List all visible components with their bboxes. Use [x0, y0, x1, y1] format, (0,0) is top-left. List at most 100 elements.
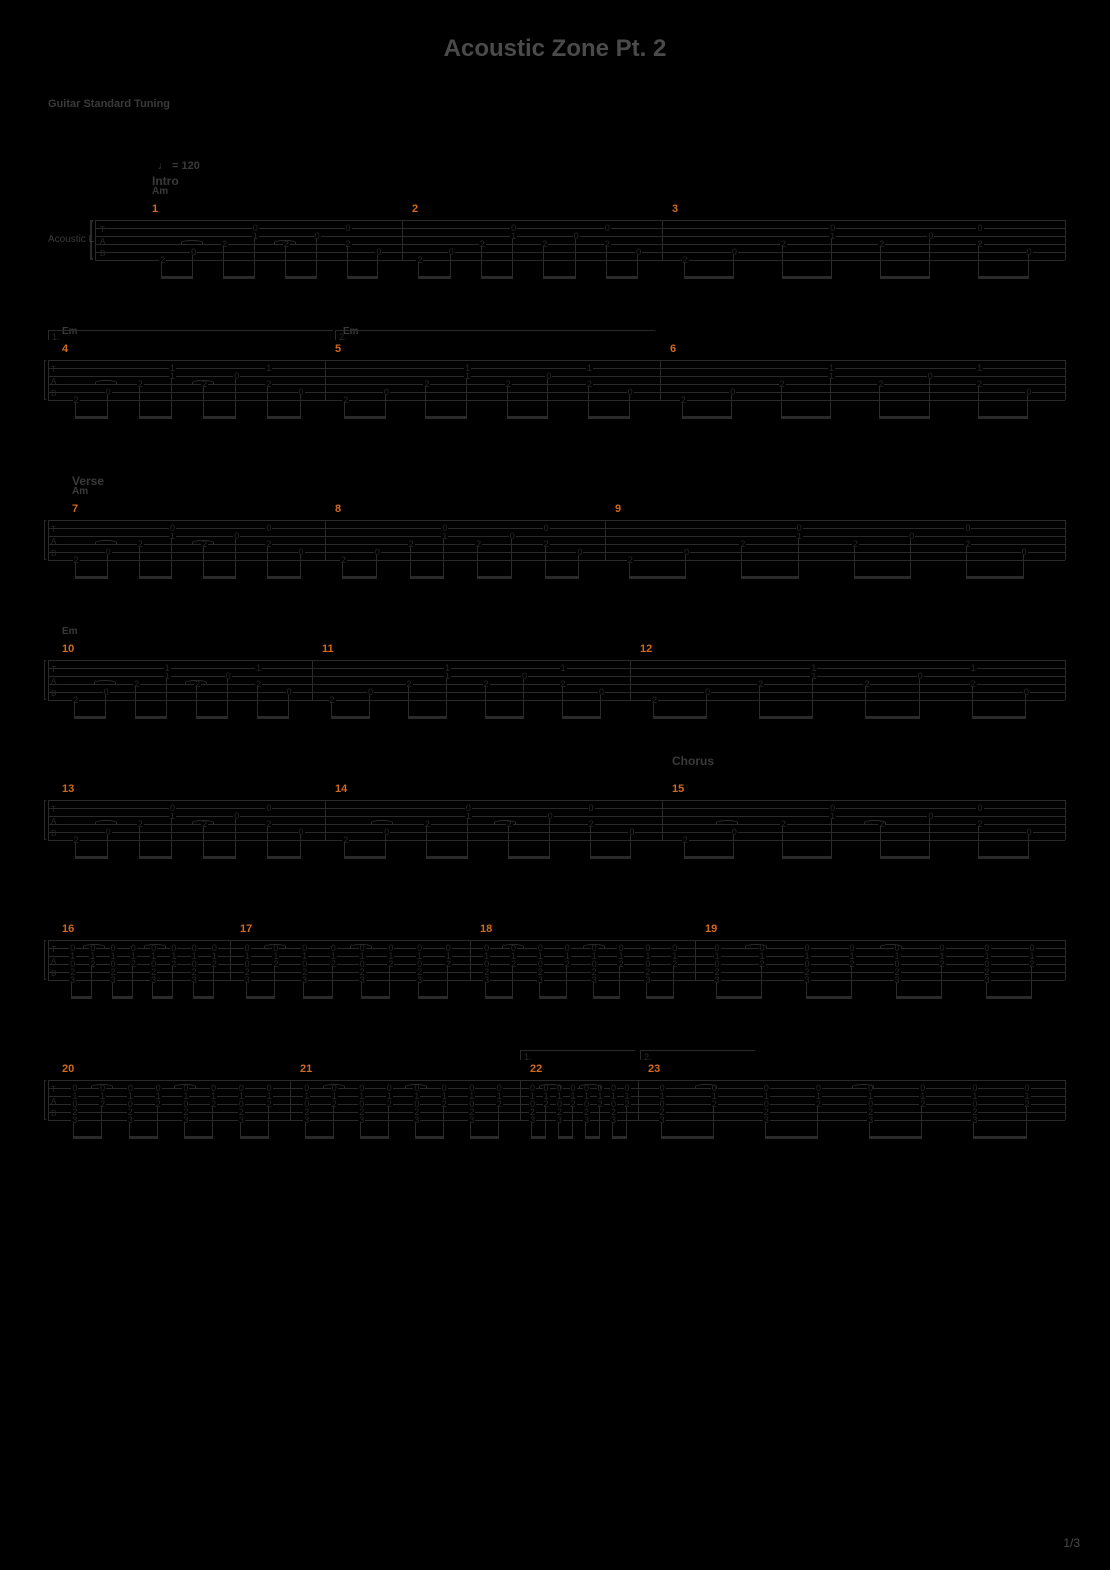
measure-number: 6 [670, 343, 676, 355]
barline [662, 800, 663, 840]
beam [869, 1136, 921, 1139]
beam [978, 276, 1027, 279]
page-number: 1/3 [1063, 1536, 1080, 1550]
fret-number: 0 [441, 523, 448, 533]
staff-line [48, 400, 1065, 401]
note-stem [132, 967, 133, 999]
barline [630, 660, 631, 700]
measure-number: 21 [300, 1063, 312, 1075]
beam [418, 276, 449, 279]
note-stem [285, 247, 286, 279]
beam [184, 1136, 212, 1139]
barline [1065, 220, 1066, 260]
beam [986, 996, 1031, 999]
beam [896, 996, 941, 999]
beam [684, 276, 733, 279]
measure-number: 10 [62, 643, 74, 655]
note-stem [332, 967, 333, 999]
note-stem [369, 695, 370, 719]
note-stem [619, 967, 620, 999]
barline [48, 1080, 49, 1120]
beam [612, 1136, 626, 1139]
fret-number: 0 [345, 223, 352, 233]
note-stem [733, 255, 734, 279]
tab-letter: B [51, 1110, 56, 1118]
fret-number: 0 [543, 523, 550, 533]
note-stem [443, 539, 444, 579]
beam [741, 576, 797, 579]
note-stem [929, 379, 930, 419]
repeat-ending-label: 1. [52, 332, 60, 342]
beam [508, 856, 549, 859]
note-stem [139, 387, 140, 419]
beam [418, 996, 447, 999]
staff-line [48, 980, 1065, 981]
beam [193, 996, 213, 999]
note-stem [713, 1107, 714, 1139]
tie [405, 1084, 427, 1089]
beam [481, 276, 512, 279]
note-stem [235, 379, 236, 419]
staff-line [48, 560, 1065, 561]
note-stem [139, 547, 140, 579]
beam [973, 1136, 1025, 1139]
note-stem [212, 1107, 213, 1139]
note-stem [388, 1107, 389, 1139]
note-stem [966, 547, 967, 579]
beam [303, 996, 332, 999]
note-stem [223, 247, 224, 279]
beam [558, 1136, 572, 1139]
note-stem [267, 827, 268, 859]
note-stem [300, 395, 301, 419]
note-stem [267, 547, 268, 579]
staff-line [48, 360, 1065, 361]
beam [203, 416, 235, 419]
measure-number: 11 [322, 643, 334, 655]
beam [590, 856, 631, 859]
note-stem [446, 679, 447, 719]
fret-number: 1 [976, 363, 983, 373]
note-stem [572, 1107, 573, 1139]
note-stem [300, 835, 301, 859]
note-stem [782, 827, 783, 859]
beam [75, 856, 107, 859]
measure-number: 14 [335, 783, 347, 795]
note-stem [600, 695, 601, 719]
barline [662, 220, 663, 260]
beam [539, 996, 566, 999]
beam [781, 416, 830, 419]
note-stem [1031, 967, 1032, 999]
fret-number: 1 [464, 363, 471, 373]
note-stem [467, 819, 468, 859]
tie [350, 944, 372, 949]
beam [267, 416, 299, 419]
note-stem [410, 547, 411, 579]
tuning-label: Guitar Standard Tuning [48, 98, 170, 110]
note-stem [543, 247, 544, 279]
tie [880, 944, 902, 949]
note-stem [630, 835, 631, 859]
note-stem [105, 695, 106, 719]
beam [74, 716, 105, 719]
note-stem [426, 827, 427, 859]
tab-letter: B [100, 250, 105, 258]
beam [531, 1136, 545, 1139]
beam [267, 576, 299, 579]
tie [323, 1084, 345, 1089]
measure-number: 22 [530, 1063, 542, 1075]
beam [161, 276, 192, 279]
note-stem [172, 967, 173, 999]
tie [695, 1084, 717, 1089]
track-label: Acoustic L [48, 234, 94, 245]
barline [325, 800, 326, 840]
note-stem [257, 687, 258, 719]
beam [73, 1136, 101, 1139]
tab-letter: B [51, 690, 56, 698]
beam [684, 856, 733, 859]
tab-letter: B [51, 390, 56, 398]
note-stem [196, 687, 197, 719]
note-stem [107, 395, 108, 419]
note-stem [575, 239, 576, 279]
note-stem [385, 835, 386, 859]
fret-number: 0 [829, 223, 836, 233]
